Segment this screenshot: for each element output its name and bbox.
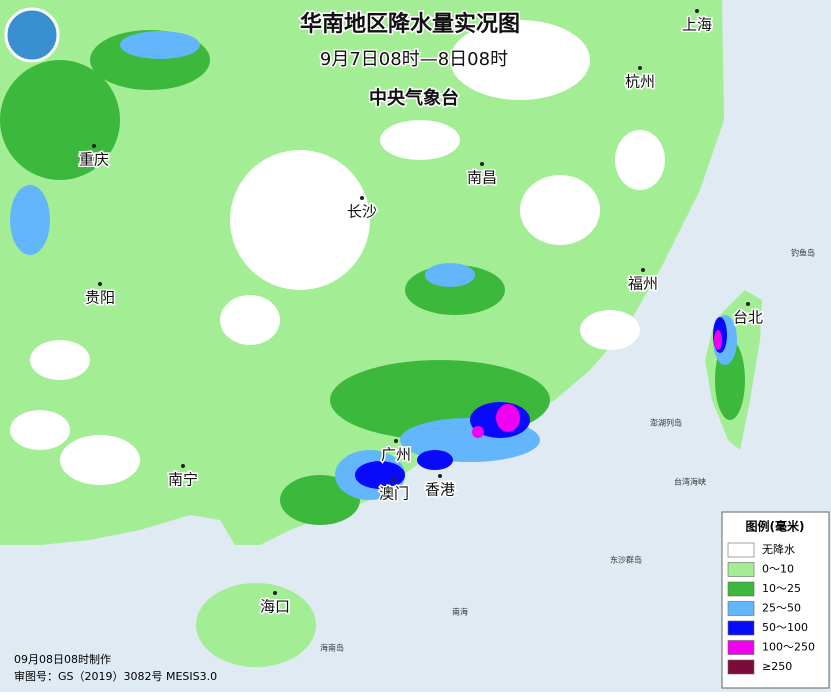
logo bbox=[4, 7, 60, 63]
legend-swatch bbox=[727, 581, 755, 597]
footer-made: 09月08日08时制作 bbox=[14, 653, 111, 666]
city-label: 上海 bbox=[682, 16, 712, 34]
footer-review: 审图号：GS（2019）3082号 MESIS3.0 bbox=[14, 669, 217, 683]
city-dot bbox=[92, 144, 96, 148]
legend-label: 0～10 bbox=[762, 563, 794, 576]
place-label: 东沙群岛 bbox=[610, 555, 642, 565]
city-label: 南昌 bbox=[467, 169, 497, 187]
city-dot bbox=[638, 66, 642, 70]
city-dot bbox=[273, 591, 277, 595]
rain-100-250 bbox=[472, 330, 722, 438]
city-label: 海口 bbox=[260, 598, 290, 616]
legend-swatch bbox=[727, 562, 755, 577]
legend-title: 图例(毫米) bbox=[746, 519, 805, 534]
legend-label: 50～100 bbox=[762, 621, 808, 634]
legend-swatch bbox=[727, 601, 755, 616]
place-label: 台湾海峡 bbox=[674, 477, 706, 487]
city-dot bbox=[98, 282, 102, 286]
city-dot bbox=[394, 439, 398, 443]
title: 华南地区降水量实况图 bbox=[300, 11, 520, 37]
legend-label: 10～25 bbox=[762, 582, 801, 595]
legend-swatch bbox=[727, 640, 755, 655]
city-dot bbox=[480, 162, 484, 166]
place-label: 南海 bbox=[452, 607, 468, 617]
legend-swatch bbox=[727, 542, 755, 558]
city-label: 福州 bbox=[628, 275, 658, 293]
place-label: 澎湖列岛 bbox=[650, 418, 682, 428]
city-label: 南宁 bbox=[168, 471, 198, 489]
legend-swatch bbox=[727, 659, 755, 675]
city-dot bbox=[746, 302, 750, 306]
place-label: 海南岛 bbox=[320, 643, 344, 653]
legend-label: ≥250 bbox=[762, 660, 792, 673]
city-label: 长沙 bbox=[347, 203, 377, 221]
city-dot bbox=[438, 474, 442, 478]
agency: 中央气象台 bbox=[369, 87, 459, 109]
city-label: 贵阳 bbox=[85, 289, 115, 307]
city-dot bbox=[360, 196, 364, 200]
place-label: 钓鱼岛 bbox=[791, 248, 815, 258]
city-dot bbox=[181, 464, 185, 468]
city-dot bbox=[695, 9, 699, 13]
city-label: 台北 bbox=[733, 309, 763, 327]
city-label: 香港 bbox=[425, 481, 455, 499]
legend-box bbox=[721, 511, 830, 689]
legend-label: 100～250 bbox=[762, 641, 815, 654]
legend-label: 25～50 bbox=[762, 602, 801, 615]
no-rain-areas bbox=[10, 20, 665, 485]
city-label: 杭州 bbox=[625, 73, 655, 91]
legend-swatch bbox=[727, 620, 755, 636]
city-label: 澳门 bbox=[379, 485, 409, 503]
hainan bbox=[196, 583, 316, 667]
city-label: 重庆 bbox=[79, 151, 109, 169]
city-dot bbox=[392, 478, 396, 482]
mainland bbox=[0, 0, 724, 545]
city-label: 广州 bbox=[381, 446, 411, 464]
city-dot bbox=[641, 268, 645, 272]
legend-label: 无降水 bbox=[762, 542, 795, 556]
subtitle: 9月7日08时—8日08时 bbox=[320, 49, 508, 70]
